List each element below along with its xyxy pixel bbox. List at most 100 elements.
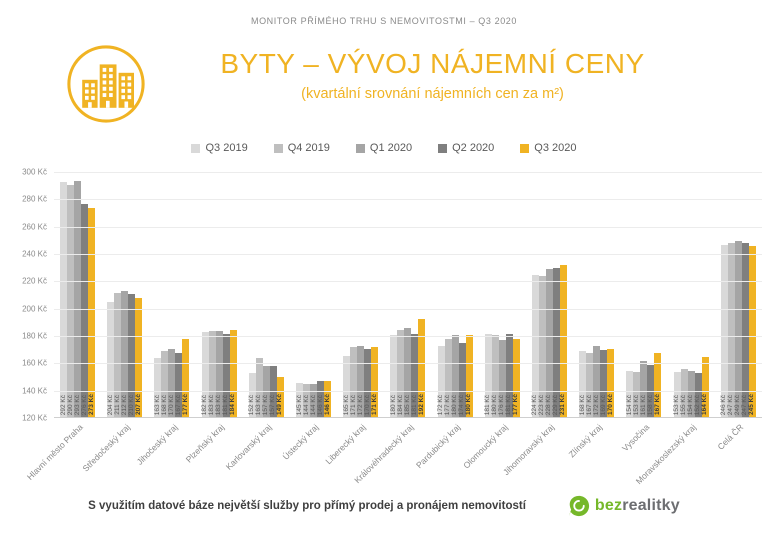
y-axis-tick-label: 200 Kč [22, 304, 47, 314]
bar: 172 Kč [356, 345, 365, 417]
gridline [54, 254, 762, 255]
bar: 165 Kč [342, 355, 351, 417]
bar: 247 Kč [741, 243, 749, 417]
bar: 211 Kč [114, 292, 122, 417]
gridline [54, 281, 762, 283]
brand-wordmark: bezrealitky [595, 497, 680, 515]
bar: 290 Kč [66, 184, 75, 417]
bar: 168 Kč [578, 351, 587, 417]
bezrealitky-leaf-icon [568, 495, 589, 517]
legend-swatch [355, 143, 365, 153]
bar: 153 Kč [673, 371, 681, 417]
brand-realitky: realitky [622, 497, 680, 514]
bar: 229 Kč [552, 268, 560, 417]
bar: 154 Kč [687, 370, 695, 417]
bar: 224 Kč [531, 274, 539, 417]
bar-value-label: 164 Kč [700, 394, 708, 415]
y-axis-tick-label: 160 Kč [22, 358, 47, 368]
legend-label: Q4 2019 [287, 142, 330, 154]
brand-bez: bez [594, 497, 623, 514]
bar: 163 Kč [154, 358, 162, 417]
bar: 192 Kč [417, 318, 426, 417]
x-axis-category-label: Ústecký kraj [280, 422, 321, 462]
bar: 293 Kč [73, 180, 82, 417]
bar: 246 Kč [720, 244, 728, 417]
bar: 172 Kč [592, 345, 601, 417]
x-axis-category-label: Hlavní město Praha [24, 422, 85, 482]
bar-value-label: 192 Kč [417, 394, 425, 415]
bar: 180 Kč [465, 335, 473, 417]
bar: 146 Kč [323, 381, 332, 417]
bar: 204 Kč [107, 302, 115, 417]
bar: 276 Kč [80, 203, 89, 417]
x-axis-category-label: Plzeňský kraj [183, 422, 227, 465]
bar: 207 Kč [134, 298, 143, 417]
bar: 152 Kč [694, 373, 702, 417]
gridline [54, 226, 762, 228]
bar: 171 Kč [349, 347, 358, 417]
gridline [54, 308, 762, 310]
legend-label: Q3 2020 [534, 142, 577, 154]
footer-note: S využitím datové báze největší služby p… [88, 500, 526, 512]
x-axis-category-label: Vysočina [619, 422, 651, 454]
bar: 181 Kč [411, 333, 419, 417]
y-axis-tick-label: 220 Kč [22, 276, 47, 286]
bar: 223 Kč [538, 276, 546, 417]
bar: 170 Kč [168, 348, 176, 417]
x-axis-category-label: Pardubický kraj [414, 422, 463, 471]
bar-group: 224 Kč 223 Kč 228 Kč 229 Kč 231 Kč Jihomoravs… [501, 265, 567, 477]
bar-group: 172 Kč 177 Kč 180 Kč 174 Kč 180 Kč Pardubický… [414, 335, 473, 470]
y-axis-tick-label: 240 Kč [22, 249, 47, 259]
y-axis: 120 Kč 140 Kč 160 Kč 180 Kč 200 Kč 220 Kč 240 … [6, 168, 54, 423]
bar-group: 180 Kč 184 Kč 185 Kč 181 Kč 192 Kč Královéhra… [352, 318, 426, 485]
bar: 171 Kč [370, 347, 379, 417]
bar: 181 Kč [222, 333, 230, 417]
bar-value-label: 167 Kč [653, 394, 661, 415]
legend-item-q4-2019: Q4 2019 [273, 142, 330, 154]
bar: 167 Kč [585, 352, 594, 417]
bar-value-label: 207 Kč [134, 394, 142, 415]
bar-value-label: 184 Kč [228, 394, 236, 415]
bar-group: 163 Kč 168 Kč 170 Kč 167 Kč 177 Kč Jihočeský … [134, 339, 190, 467]
footer: S využitím datové báze největší služby p… [0, 495, 768, 517]
bar: 185 Kč [404, 328, 412, 417]
bar: 146 Kč [316, 381, 325, 417]
bar: 153 Kč [633, 371, 641, 417]
bar: 155 Kč [680, 369, 688, 417]
legend-item-q3-2019: Q3 2019 [191, 142, 248, 154]
bar-group: 246 Kč 247 Kč 249 Kč 247 Kč 245 Kč Celá ČR [716, 240, 756, 452]
buildings-icon [64, 42, 148, 126]
bar: 149 Kč [276, 377, 284, 417]
y-axis-tick-label: 120 Kč [22, 413, 47, 423]
bar: 172 Kč [437, 345, 445, 417]
bar: 177 Kč [444, 339, 452, 417]
bar: 245 Kč [747, 246, 756, 417]
bar-group: 145 Kč 144 Kč 144 Kč 146 Kč 146 Kč Ústecký kr… [281, 381, 332, 462]
title-block: BYTY – VÝVOJ NÁJEMNÍ CENY (kvartální sro… [160, 48, 705, 102]
bar: 184 Kč [397, 329, 405, 417]
bar: 145 Kč [295, 382, 304, 417]
bar: 231 Kč [559, 265, 567, 417]
x-axis-category-label: Zlínský kraj [566, 422, 604, 460]
bezrealitky-brand: bezrealitky [568, 495, 680, 517]
y-axis-tick-label: 140 Kč [22, 386, 47, 396]
plot-area: 292 Kč 290 Kč 293 Kč 276 Kč 273 Kč Hlavní měs… [25, 172, 762, 486]
buildings-icon-svg [67, 45, 145, 123]
bar: 177 Kč [512, 339, 520, 417]
x-axis-category-label: Liberecký kraj [323, 422, 368, 467]
bar-value-label: 245 Kč [747, 394, 755, 415]
page-subtitle: (kvartální srovnání nájemních cen za m²) [301, 86, 564, 102]
bar-groups: 292 Kč 290 Kč 293 Kč 276 Kč 273 Kč Hlavní měs… [25, 172, 762, 486]
legend-swatch [273, 143, 283, 153]
bar: 212 Kč [121, 291, 129, 417]
bar: 168 Kč [161, 351, 169, 417]
bar-group: 181 Kč 180 Kč 176 Kč 181 Kč 177 Kč Olomoucký … [461, 333, 520, 470]
bar-group: 153 Kč 155 Kč 154 Kč 152 Kč 164 Kč Moravskosl… [634, 356, 709, 486]
legend-item-q2-2020: Q2 2020 [438, 142, 494, 154]
bar-value-label: 170 Kč [606, 394, 614, 415]
monitor-header-label: MONITOR PŘÍMÉHO TRHU S NEMOVITOSTMI – Q3… [250, 16, 518, 26]
bar-group: 204 Kč 211 Kč 212 Kč 210 Kč 207 Kč Středočesk… [80, 291, 143, 474]
bar-group: 292 Kč 290 Kč 293 Kč 276 Kč 273 Kč Hlavní měs… [25, 180, 96, 482]
bar: 181 Kč [505, 333, 513, 417]
